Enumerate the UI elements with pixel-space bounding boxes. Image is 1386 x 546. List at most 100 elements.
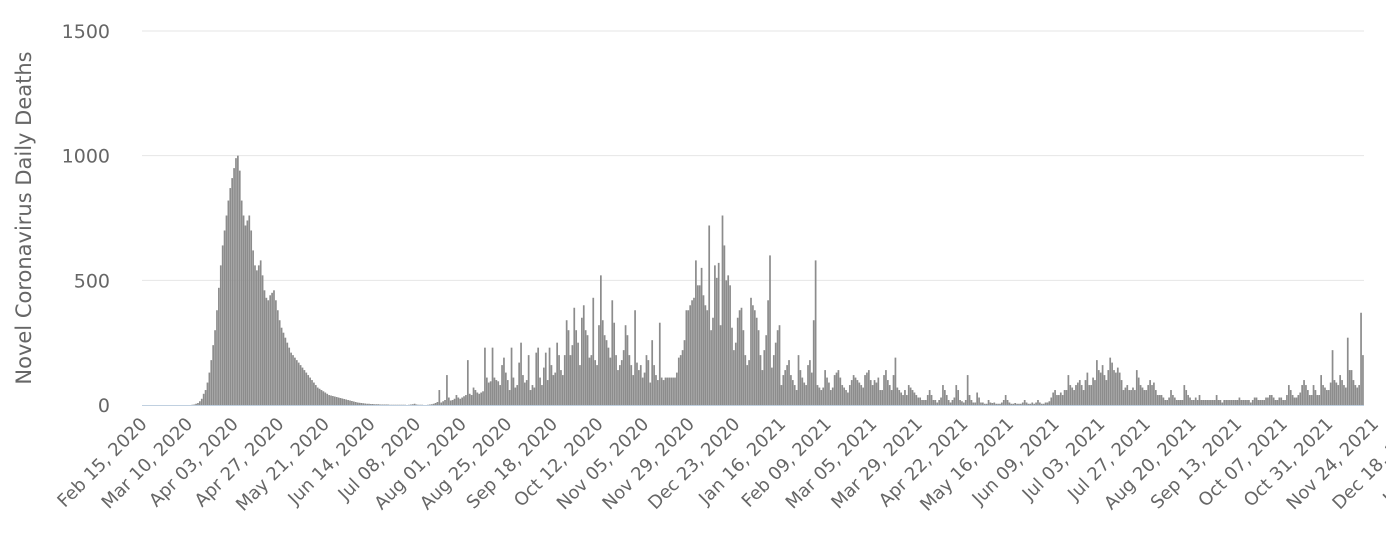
bar xyxy=(949,402,952,405)
bar xyxy=(900,392,902,405)
bar xyxy=(797,355,800,405)
bar xyxy=(761,370,764,405)
bar xyxy=(672,377,674,405)
bar xyxy=(636,362,638,405)
bar xyxy=(1240,400,1243,405)
bar xyxy=(1314,390,1317,405)
bar xyxy=(738,310,741,405)
bar xyxy=(626,335,629,405)
bar xyxy=(657,380,659,405)
bar xyxy=(436,402,439,405)
bar xyxy=(465,395,467,405)
bar xyxy=(1147,385,1150,405)
bar xyxy=(1141,387,1144,405)
bar xyxy=(1322,385,1324,405)
bar xyxy=(210,360,213,405)
bar xyxy=(341,398,344,405)
bar xyxy=(666,377,669,405)
bar xyxy=(244,225,247,405)
bar xyxy=(575,330,578,405)
bar xyxy=(539,377,541,405)
bar xyxy=(999,403,1001,405)
bar xyxy=(223,230,226,405)
bar xyxy=(771,367,773,405)
bar xyxy=(352,401,355,405)
bar xyxy=(1077,382,1079,405)
bar xyxy=(415,404,418,405)
bar xyxy=(742,330,745,405)
gridlines xyxy=(142,30,1364,281)
bar xyxy=(746,365,749,405)
bar xyxy=(1132,387,1134,405)
bar xyxy=(242,215,245,405)
bar xyxy=(1287,385,1290,405)
bar xyxy=(805,385,807,405)
bar xyxy=(548,347,551,405)
bar xyxy=(759,355,762,405)
bar xyxy=(845,390,847,405)
bar xyxy=(370,404,372,405)
bar xyxy=(729,285,731,405)
bar xyxy=(231,178,234,405)
bar xyxy=(1143,390,1146,405)
bar xyxy=(349,400,351,405)
bar xyxy=(767,300,769,405)
bar xyxy=(271,292,273,405)
bar xyxy=(501,365,503,405)
bar xyxy=(375,404,378,405)
bar xyxy=(1200,400,1203,405)
bar xyxy=(1063,390,1066,405)
bar xyxy=(647,360,650,405)
bar xyxy=(1306,390,1309,405)
bar xyxy=(330,395,332,405)
bar xyxy=(860,385,863,405)
bar xyxy=(1042,403,1045,405)
bar xyxy=(546,380,549,405)
bar xyxy=(894,357,897,405)
bar xyxy=(1149,380,1151,405)
bar xyxy=(590,355,593,405)
bar xyxy=(1071,387,1074,405)
bar xyxy=(839,377,842,405)
bar xyxy=(1249,402,1252,405)
bar xyxy=(1139,385,1142,405)
bar xyxy=(525,380,528,405)
bar xyxy=(503,357,505,405)
bar xyxy=(552,375,555,405)
bar xyxy=(432,403,435,405)
bar xyxy=(820,390,823,405)
bar xyxy=(1229,400,1231,405)
bar xyxy=(826,377,828,405)
bar xyxy=(358,402,361,405)
bar xyxy=(945,395,948,405)
bar xyxy=(733,350,735,405)
bar xyxy=(383,404,386,405)
bar xyxy=(522,375,524,405)
bar xyxy=(1278,397,1281,405)
bar xyxy=(1312,385,1315,405)
bar xyxy=(786,365,788,405)
bar xyxy=(248,215,251,405)
bar xyxy=(683,340,686,405)
bar xyxy=(440,402,443,405)
bar xyxy=(993,402,996,405)
bar xyxy=(480,392,482,405)
bar xyxy=(276,310,279,405)
bar xyxy=(214,330,216,405)
bar xyxy=(651,340,654,405)
bar xyxy=(1111,362,1113,405)
bar xyxy=(1113,370,1115,405)
bar xyxy=(543,367,545,405)
y-tick-label: 0 xyxy=(98,395,110,417)
bar xyxy=(1002,400,1005,405)
bar xyxy=(1204,400,1207,405)
bar xyxy=(676,372,678,405)
bar xyxy=(1246,400,1248,405)
bar xyxy=(1084,380,1087,405)
bar xyxy=(275,300,277,405)
bar xyxy=(769,255,771,405)
bar xyxy=(1289,390,1292,405)
bar xyxy=(362,403,365,405)
bar xyxy=(1094,380,1096,405)
